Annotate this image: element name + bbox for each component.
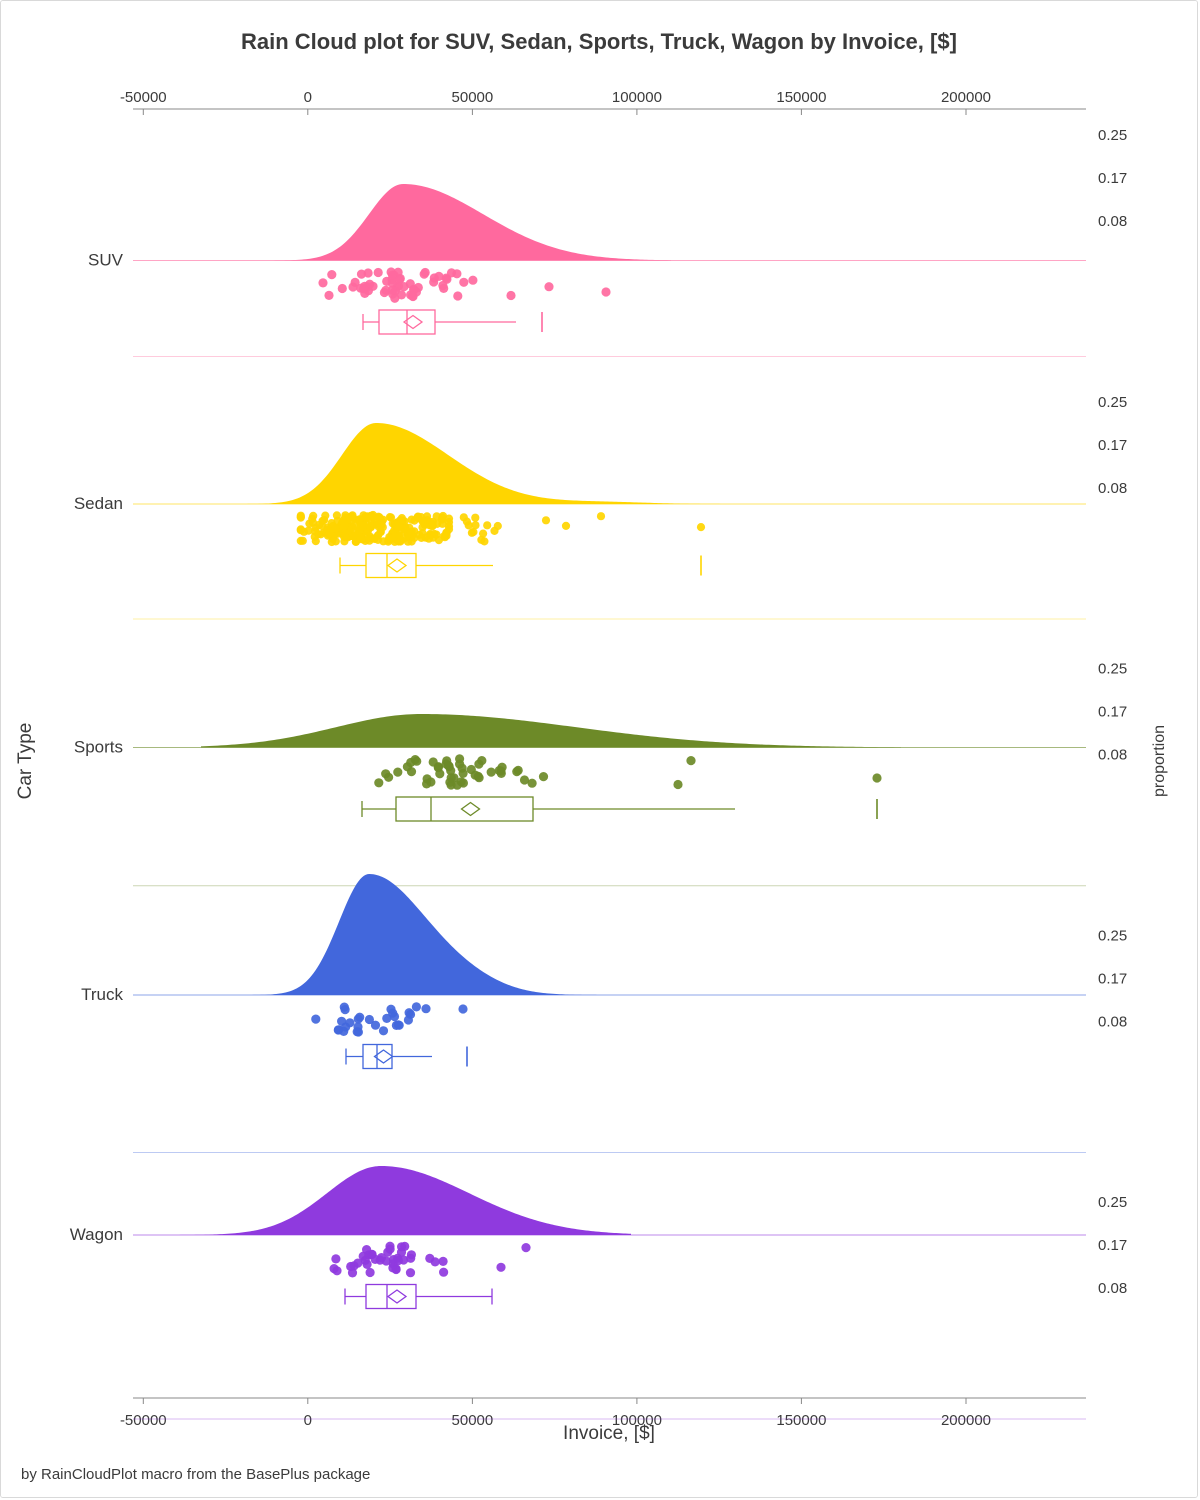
svg-text:150000: 150000	[776, 89, 826, 106]
svg-text:100000: 100000	[612, 89, 662, 106]
svg-text:0.08: 0.08	[1098, 1280, 1127, 1297]
svg-text:-50000: -50000	[120, 1412, 167, 1429]
svg-text:0.08: 0.08	[1098, 1013, 1127, 1030]
svg-text:150000: 150000	[776, 1412, 826, 1429]
svg-text:0.17: 0.17	[1098, 170, 1127, 187]
svg-text:Car Type: Car Type	[15, 723, 36, 800]
svg-text:0.17: 0.17	[1098, 704, 1127, 721]
svg-text:0: 0	[304, 1412, 312, 1429]
svg-text:50000: 50000	[452, 1412, 494, 1429]
svg-text:0.25: 0.25	[1098, 661, 1127, 678]
svg-text:SUV: SUV	[88, 251, 124, 270]
svg-text:0.17: 0.17	[1098, 437, 1127, 454]
svg-text:Sedan: Sedan	[74, 494, 123, 513]
svg-text:200000: 200000	[941, 89, 991, 106]
svg-text:proportion: proportion	[1151, 725, 1168, 797]
svg-text:Invoice, [$]: Invoice, [$]	[563, 1423, 655, 1444]
svg-text:by RainCloudPlot macro from th: by RainCloudPlot macro from the BasePlus…	[21, 1466, 370, 1483]
svg-text:0.08: 0.08	[1098, 480, 1127, 497]
svg-text:0.25: 0.25	[1098, 127, 1127, 144]
svg-text:0.25: 0.25	[1098, 394, 1127, 411]
svg-text:0.25: 0.25	[1098, 927, 1127, 944]
svg-text:Truck: Truck	[81, 985, 123, 1004]
svg-text:Rain Cloud plot for SUV, Sedan: Rain Cloud plot for SUV, Sedan, Sports, …	[241, 29, 957, 54]
svg-text:0.25: 0.25	[1098, 1194, 1127, 1211]
svg-text:200000: 200000	[941, 1412, 991, 1429]
svg-text:0.08: 0.08	[1098, 747, 1127, 764]
svg-text:0: 0	[304, 89, 312, 106]
svg-text:0.17: 0.17	[1098, 970, 1127, 987]
svg-text:Wagon: Wagon	[70, 1225, 123, 1244]
svg-text:0.08: 0.08	[1098, 213, 1127, 230]
svg-text:50000: 50000	[452, 89, 494, 106]
svg-text:0.17: 0.17	[1098, 1237, 1127, 1254]
svg-text:-50000: -50000	[120, 89, 167, 106]
svg-text:Sports: Sports	[74, 738, 123, 757]
